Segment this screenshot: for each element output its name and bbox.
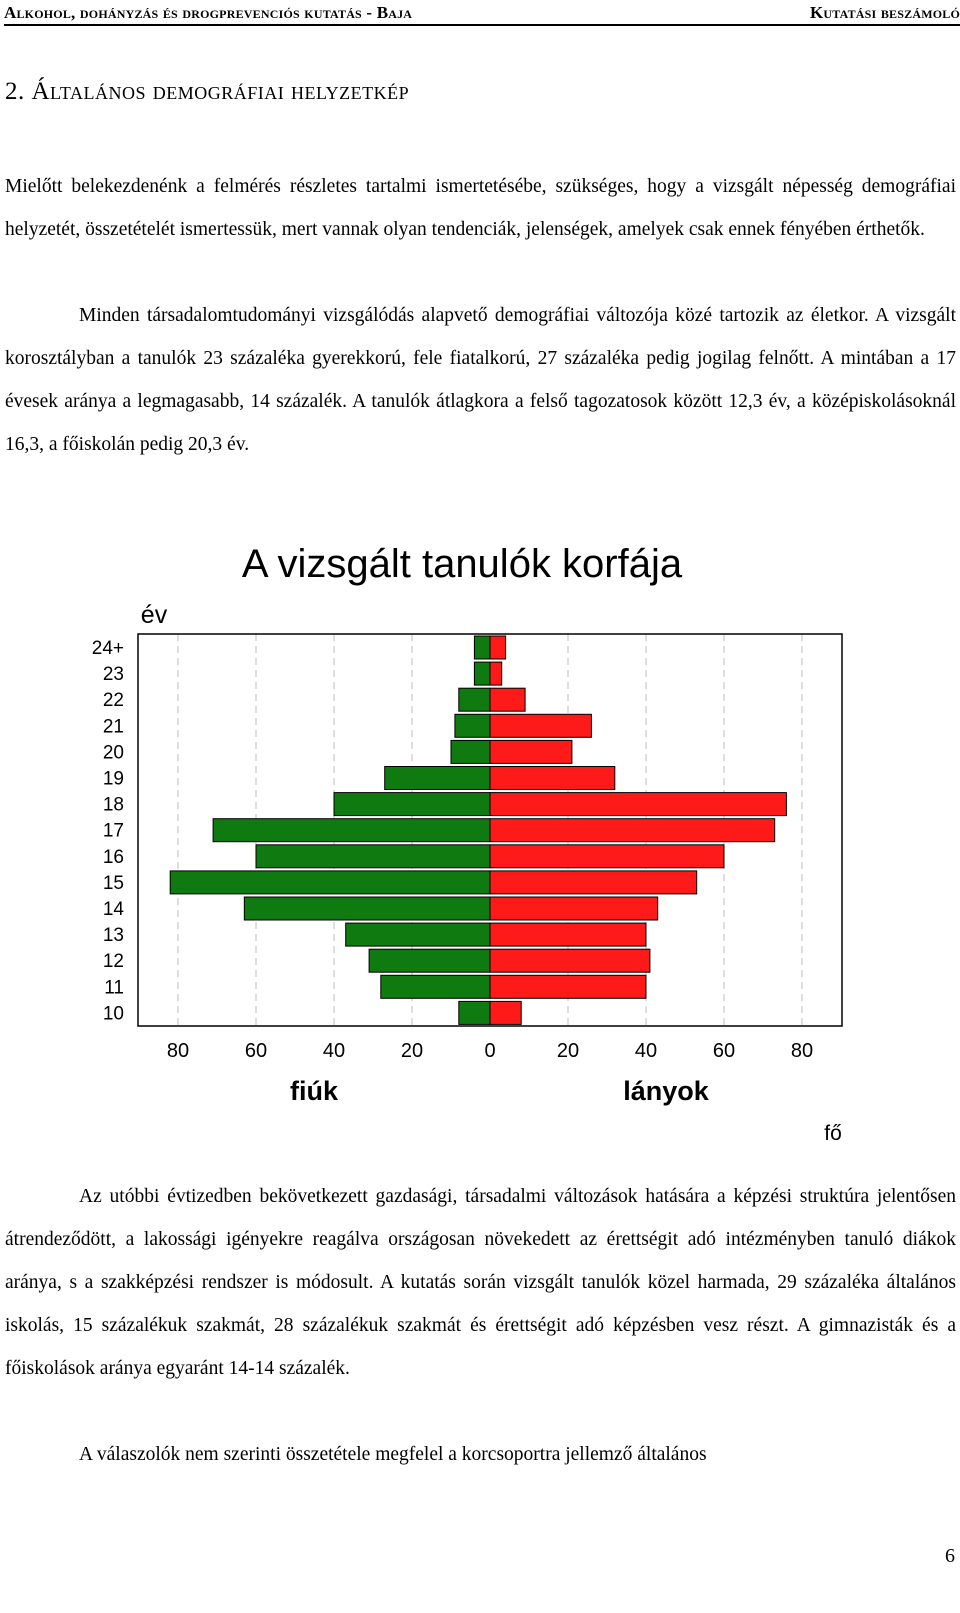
bar-girls-16 <box>489 844 725 869</box>
section-title: 2. Általános demográfiai helyzetkép <box>5 78 410 105</box>
bar-boys-20 <box>450 739 491 764</box>
x-tick-label: 40 <box>635 1040 657 1062</box>
population-pyramid-chart: A vizsgált tanulók korfája év 24+2322212… <box>92 542 843 1145</box>
y-tick-label: 17 <box>103 821 124 842</box>
unit-label: fő <box>824 1122 842 1145</box>
x-tick-label: 60 <box>245 1040 267 1062</box>
bar-boys-11 <box>380 974 491 999</box>
x-tick-label: 40 <box>323 1040 345 1062</box>
bar-boys-21 <box>454 713 491 738</box>
y-tick-label: 21 <box>103 716 124 737</box>
y-tick-label: 20 <box>103 742 124 763</box>
bar-girls-24+ <box>489 635 507 660</box>
x-tick-label: 80 <box>167 1040 189 1062</box>
header-right-title: Kutatási beszámoló <box>810 3 960 22</box>
y-tick-labels: 24+ 23 22 21 20 19 18 17 16 15 14 13 12 11 10 <box>92 638 125 1024</box>
bar-girls-20 <box>489 739 573 764</box>
bar-girls-11 <box>489 974 647 999</box>
bar-girls-18 <box>489 792 787 817</box>
y-tick-label: 16 <box>103 847 124 868</box>
plot-frame <box>137 633 843 1027</box>
bar-boys-10 <box>458 1000 491 1025</box>
bar-girls-12 <box>489 948 651 973</box>
y-axis-label: év <box>141 601 168 629</box>
x-tick-label: 20 <box>557 1040 579 1062</box>
bar-boys-14 <box>243 896 491 921</box>
bar-girls-17 <box>489 818 776 843</box>
y-tick-label: 14 <box>103 899 125 920</box>
y-tick-label: 22 <box>103 690 124 711</box>
bar-girls-19 <box>489 766 616 790</box>
bar-boys-13 <box>345 922 491 947</box>
bar-girls-22 <box>489 687 526 712</box>
paragraph-gender: A válaszolók nem szerinti összetétele me… <box>79 1444 707 1465</box>
x-tick-label: 80 <box>791 1040 813 1062</box>
x-tick-label: 20 <box>401 1040 423 1062</box>
y-tick-label: 15 <box>103 873 124 894</box>
header-left-title: Alkohol, dohányzás és drogprevenciós kut… <box>4 3 413 22</box>
y-tick-label: 23 <box>103 664 124 685</box>
bar-boys-18 <box>333 792 491 817</box>
paragraph-age: Minden társadalomtudományi vizsgálódás a… <box>5 305 956 455</box>
bar-girls-13 <box>489 922 647 947</box>
bar-boys-24+ <box>473 635 491 660</box>
paragraph-intro: Mielőtt belekezdenénk a felmérés részlet… <box>5 176 956 240</box>
x-label-boys: fiúk <box>290 1076 339 1106</box>
bar-boys-17 <box>212 818 491 843</box>
y-tick-label: 24+ <box>92 638 124 659</box>
page-number: 6 <box>945 1545 955 1567</box>
y-tick-label: 11 <box>104 977 124 998</box>
x-label-girls: lányok <box>623 1076 710 1106</box>
bar-boys-12 <box>368 948 491 973</box>
bar-boys-23 <box>473 661 491 686</box>
y-tick-label: 10 <box>103 1003 124 1024</box>
chart-bars <box>169 635 787 1025</box>
x-tick-label: 60 <box>713 1040 735 1062</box>
x-tick-labels: 80 60 40 20 0 20 40 60 80 <box>167 1040 813 1062</box>
bar-boys-22 <box>458 687 491 712</box>
bar-girls-14 <box>489 896 659 921</box>
chart-title: A vizsgált tanulók korfája <box>242 542 683 586</box>
paragraph-education: Az utóbbi évtizedben bekövetkezett gazda… <box>5 1186 956 1379</box>
bar-girls-21 <box>489 713 592 738</box>
bar-boys-16 <box>255 844 491 869</box>
bar-girls-15 <box>489 870 698 895</box>
y-tick-label: 12 <box>103 951 124 972</box>
y-tick-label: 13 <box>103 925 124 946</box>
bar-boys-15 <box>169 870 491 895</box>
x-tick-label: 0 <box>484 1040 495 1062</box>
bar-girls-23 <box>489 661 503 686</box>
bar-boys-19 <box>384 766 491 790</box>
bar-girls-10 <box>489 1000 522 1025</box>
running-header: Alkohol, dohányzás és drogprevenciós kut… <box>4 2 960 26</box>
y-tick-label: 19 <box>103 769 124 790</box>
y-tick-label: 18 <box>103 795 124 816</box>
